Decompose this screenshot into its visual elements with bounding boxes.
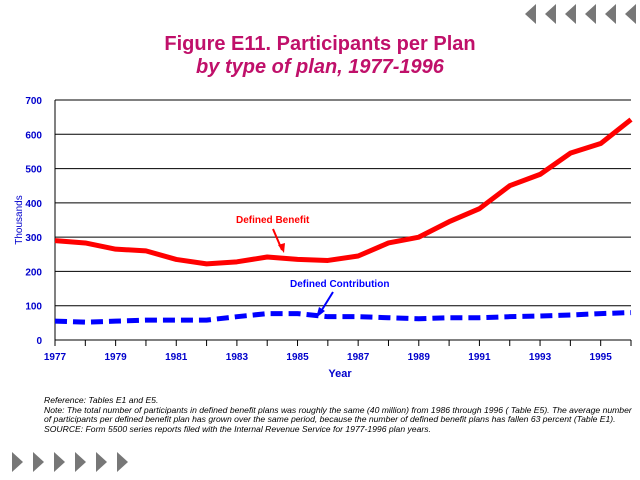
x-tick-label: 1979 bbox=[105, 352, 128, 363]
x-tick-label: 1985 bbox=[286, 352, 309, 363]
chart-subtitle: by type of plan, 1977-1996 bbox=[196, 56, 444, 78]
forward-navigation bbox=[12, 452, 135, 472]
chart-title: Figure E11. Participants per Plan bbox=[164, 33, 476, 55]
footnotes: Reference: Tables E1 and E5. Note: The t… bbox=[44, 395, 634, 434]
forward-arrow-icon[interactable] bbox=[33, 452, 44, 472]
back-arrow-icon[interactable] bbox=[545, 4, 556, 24]
x-axis-label: Year bbox=[328, 368, 352, 380]
y-tick-label: 500 bbox=[25, 165, 42, 176]
y-tick-label: 0 bbox=[36, 336, 42, 347]
x-tick-label: 1977 bbox=[44, 352, 67, 363]
forward-arrow-icon[interactable] bbox=[96, 452, 107, 472]
y-tick-label: 300 bbox=[25, 233, 42, 244]
back-arrow-icon[interactable] bbox=[525, 4, 536, 24]
x-tick-label: 1989 bbox=[408, 352, 431, 363]
x-tick-label: 1995 bbox=[590, 352, 613, 363]
back-arrow-icon[interactable] bbox=[565, 4, 576, 24]
back-navigation bbox=[525, 4, 640, 24]
x-tick-label: 1987 bbox=[347, 352, 370, 363]
arrowhead-icon bbox=[316, 307, 325, 318]
y-tick-label: 700 bbox=[25, 96, 42, 107]
forward-arrow-icon[interactable] bbox=[54, 452, 65, 472]
y-tick-label: 400 bbox=[25, 199, 42, 210]
x-tick-label: 1993 bbox=[529, 352, 552, 363]
source-note: SOURCE: Form 5500 series reports filed w… bbox=[44, 423, 431, 434]
series-label-defined-benefit: Defined Benefit bbox=[236, 215, 310, 226]
back-arrow-icon[interactable] bbox=[605, 4, 616, 24]
reference-note: Reference: Tables E1 and E5. bbox=[44, 395, 159, 405]
y-tick-label: 100 bbox=[25, 302, 42, 313]
y-axis-label: Thousands bbox=[14, 195, 25, 244]
series-label-defined-contribution: Defined Contribution bbox=[290, 279, 389, 290]
arrowhead-icon bbox=[278, 243, 285, 253]
x-tick-label: 1981 bbox=[165, 352, 188, 363]
y-tick-label: 200 bbox=[25, 267, 42, 278]
back-arrow-icon[interactable] bbox=[625, 4, 636, 24]
explanatory-note: Note: The total number of participants i… bbox=[44, 404, 632, 424]
forward-arrow-icon[interactable] bbox=[117, 452, 128, 472]
series-line-defined-contribution bbox=[54, 310, 632, 325]
series-line-defined-benefit bbox=[54, 117, 633, 267]
x-tick-label: 1991 bbox=[468, 352, 491, 363]
forward-arrow-icon[interactable] bbox=[75, 452, 86, 472]
forward-arrow-icon[interactable] bbox=[12, 452, 23, 472]
x-tick-label: 1983 bbox=[226, 352, 249, 363]
back-arrow-icon[interactable] bbox=[585, 4, 596, 24]
y-tick-label: 600 bbox=[25, 130, 42, 141]
